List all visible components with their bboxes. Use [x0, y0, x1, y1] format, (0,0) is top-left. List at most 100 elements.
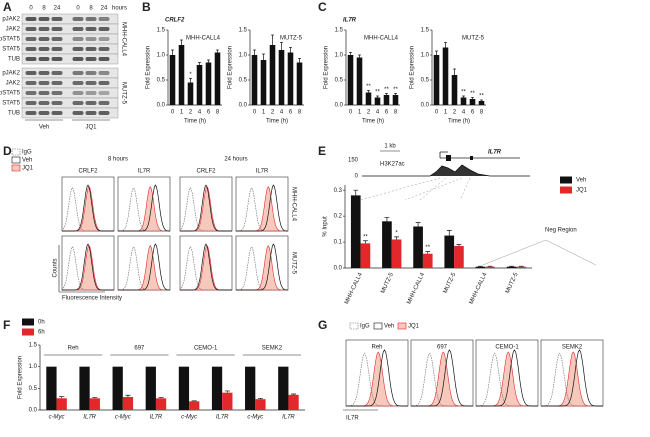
panel-letter: D — [3, 144, 12, 158]
blot-band — [51, 111, 63, 115]
blot-band — [38, 111, 50, 115]
igg-histogram — [118, 187, 170, 232]
blot-band — [85, 81, 97, 85]
blot-band — [98, 111, 110, 115]
error-bar — [207, 59, 210, 63]
bar — [169, 55, 176, 105]
bar — [478, 101, 485, 105]
blot-band — [38, 101, 50, 105]
x-tick-label: 0 — [435, 110, 439, 116]
error-bar — [180, 39, 183, 45]
igg-histogram — [411, 352, 473, 407]
panel-letter: G — [318, 318, 327, 332]
igg-histogram — [541, 352, 603, 407]
bar — [46, 366, 57, 410]
bar — [269, 45, 276, 105]
significance: ** — [470, 91, 475, 97]
annotation: Neg Region — [545, 228, 577, 234]
y-tick-label: 0.5 — [29, 386, 38, 392]
bar — [288, 394, 299, 410]
blot-band — [98, 57, 110, 61]
lane-time: 8 — [42, 6, 46, 12]
bar — [178, 366, 190, 410]
blot-band — [85, 101, 97, 105]
x-tick-label: 6 — [289, 110, 293, 116]
blot-band — [85, 57, 97, 61]
blot-band — [25, 17, 37, 21]
chart-subtitle: MUTZ-5 — [462, 36, 485, 42]
bar — [79, 366, 90, 410]
bar — [251, 55, 258, 105]
veh-histogram — [236, 243, 288, 291]
bar — [383, 95, 390, 105]
panel-letter: B — [142, 0, 151, 14]
blot-band — [25, 71, 37, 75]
blot-strip — [21, 107, 119, 119]
bar — [347, 55, 354, 105]
legend-swatch — [560, 176, 572, 184]
bar — [413, 226, 423, 268]
y-tick-label: 0.0 — [335, 103, 344, 109]
chart-title: IL7R — [343, 18, 357, 24]
x-tick-label: 2 — [453, 110, 457, 116]
y-tick-label: 0.0 — [421, 103, 430, 109]
legend-label: 0h — [38, 320, 45, 326]
blot-band — [98, 71, 110, 75]
blot-band — [38, 57, 50, 61]
y-axis-label: Fold Expression — [18, 356, 24, 399]
y-axis-label: Fold Expression — [146, 46, 152, 89]
x-axis-label: Time (h) — [266, 119, 288, 125]
error-bar — [487, 265, 493, 267]
error-bar — [425, 251, 431, 254]
x-tick-label: 1 — [262, 110, 266, 116]
x-tick-label: MUTZ-5 — [380, 271, 395, 294]
track-ymin: 0 — [355, 174, 359, 180]
significance: ** — [363, 234, 368, 240]
x-tick-label: c-Myc — [49, 415, 65, 421]
error-bar — [456, 244, 462, 246]
panel-letter: E — [318, 144, 326, 158]
x-tick-label: c-Myc — [115, 415, 131, 421]
protein-label: STAT5 — [2, 101, 20, 107]
bar — [196, 65, 203, 105]
error-bar — [394, 93, 397, 95]
cell-line-label: SEMK2 — [562, 345, 583, 351]
blot-band — [85, 37, 97, 41]
y-tick-label: 1.0 — [239, 53, 248, 59]
error-bar — [358, 54, 361, 58]
lane-time: 0 — [29, 6, 33, 12]
exon — [470, 156, 473, 160]
y-tick-label: 0.0 — [239, 103, 248, 109]
blot-band — [25, 81, 37, 85]
marker-label: CRLF2 — [78, 169, 98, 175]
blot-band — [72, 17, 84, 21]
x-tick-label: 6 — [385, 110, 389, 116]
veh-histogram — [180, 184, 232, 232]
legend-label: Veh — [384, 324, 394, 330]
blot-band — [72, 37, 84, 41]
error-bar — [415, 222, 421, 227]
time-label: 8 hours — [108, 157, 128, 163]
error-bar — [353, 189, 359, 196]
blot-band — [51, 57, 63, 61]
legend-swatch — [349, 322, 359, 330]
error-bar — [446, 230, 452, 236]
marker-label: IL7R — [256, 169, 269, 175]
cell-line-label: MHH-CALL4 — [290, 187, 296, 222]
x-tick-label: 0 — [253, 110, 257, 116]
y-tick-label: 1.0 — [157, 53, 166, 59]
error-bar — [59, 396, 65, 399]
x-tick-label: MHH-CALL4 — [469, 271, 489, 305]
y-tick-label: 0.5 — [421, 78, 430, 84]
significance: ** — [393, 87, 398, 93]
igg-histogram — [346, 352, 408, 407]
error-bar — [224, 390, 230, 393]
error-bar — [189, 78, 192, 83]
time-label: 24 hours — [224, 157, 247, 163]
bar — [475, 266, 486, 268]
x-tick-label: 8 — [480, 110, 484, 116]
bar — [278, 366, 289, 410]
veh-histogram — [62, 184, 114, 232]
panel-letter: C — [318, 0, 327, 14]
igg-histogram — [236, 187, 288, 232]
